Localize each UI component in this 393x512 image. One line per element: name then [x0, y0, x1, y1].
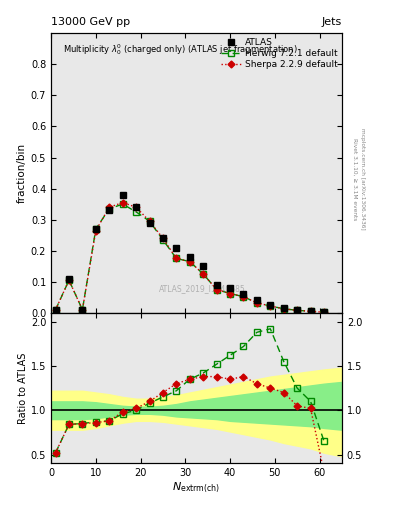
Sherpa 2.2.9 default — [53, 307, 58, 313]
Sherpa 2.2.9 default — [201, 271, 206, 277]
Sherpa 2.2.9 default — [228, 290, 232, 296]
Herwig 7.2.1 default — [281, 306, 286, 312]
Herwig 7.2.1 default — [107, 206, 112, 212]
Sherpa 2.2.9 default — [281, 306, 286, 312]
Text: 13000 GeV pp: 13000 GeV pp — [51, 16, 130, 27]
Sherpa 2.2.9 default — [295, 307, 299, 313]
ATLAS — [94, 226, 98, 232]
Herwig 7.2.1 default — [255, 300, 259, 306]
Herwig 7.2.1 default — [67, 277, 72, 283]
ATLAS — [214, 282, 219, 288]
Sherpa 2.2.9 default — [321, 309, 326, 315]
Herwig 7.2.1 default — [228, 290, 232, 296]
X-axis label: $N_\mathrm{extrm(ch)}$: $N_\mathrm{extrm(ch)}$ — [173, 481, 220, 496]
ATLAS — [161, 235, 165, 241]
ATLAS — [174, 245, 179, 251]
Herwig 7.2.1 default — [120, 201, 125, 207]
Sherpa 2.2.9 default — [134, 204, 138, 210]
Sherpa 2.2.9 default — [255, 300, 259, 306]
ATLAS — [187, 254, 192, 260]
Text: Rivet 3.1.10, ≥ 3.1M events: Rivet 3.1.10, ≥ 3.1M events — [352, 138, 357, 220]
Y-axis label: Ratio to ATLAS: Ratio to ATLAS — [18, 352, 28, 424]
Sherpa 2.2.9 default — [268, 303, 273, 309]
Line: Sherpa 2.2.9 default: Sherpa 2.2.9 default — [53, 200, 327, 315]
ATLAS — [281, 305, 286, 311]
ATLAS — [321, 309, 326, 315]
Herwig 7.2.1 default — [134, 209, 138, 215]
Legend: ATLAS, Herwig 7.2.1 default, Sherpa 2.2.9 default: ATLAS, Herwig 7.2.1 default, Sherpa 2.2.… — [219, 36, 339, 71]
Y-axis label: fraction/bin: fraction/bin — [17, 143, 27, 203]
Line: ATLAS: ATLAS — [52, 191, 327, 315]
Herwig 7.2.1 default — [268, 303, 273, 309]
Sherpa 2.2.9 default — [67, 277, 72, 283]
Herwig 7.2.1 default — [241, 293, 246, 300]
Sherpa 2.2.9 default — [308, 308, 313, 314]
Herwig 7.2.1 default — [187, 259, 192, 265]
ATLAS — [255, 297, 259, 304]
Sherpa 2.2.9 default — [107, 204, 112, 210]
Sherpa 2.2.9 default — [241, 293, 246, 300]
ATLAS — [134, 204, 138, 210]
Herwig 7.2.1 default — [201, 271, 206, 277]
ATLAS — [228, 285, 232, 291]
ATLAS — [308, 308, 313, 314]
ATLAS — [201, 263, 206, 269]
ATLAS — [80, 307, 85, 313]
Herwig 7.2.1 default — [80, 307, 85, 313]
ATLAS — [53, 307, 58, 313]
Sherpa 2.2.9 default — [94, 227, 98, 233]
Text: ATLAS_2019_I1740685: ATLAS_2019_I1740685 — [159, 284, 246, 293]
ATLAS — [268, 302, 273, 308]
ATLAS — [67, 275, 72, 282]
Herwig 7.2.1 default — [161, 237, 165, 243]
Text: Jets: Jets — [321, 16, 342, 27]
Herwig 7.2.1 default — [94, 226, 98, 232]
Sherpa 2.2.9 default — [80, 307, 85, 313]
Herwig 7.2.1 default — [308, 308, 313, 314]
Sherpa 2.2.9 default — [214, 287, 219, 293]
Sherpa 2.2.9 default — [174, 255, 179, 262]
Text: mcplots.cern.ch [arXiv:1306.3436]: mcplots.cern.ch [arXiv:1306.3436] — [360, 129, 365, 230]
Sherpa 2.2.9 default — [120, 200, 125, 206]
Sherpa 2.2.9 default — [187, 259, 192, 265]
ATLAS — [295, 307, 299, 313]
Herwig 7.2.1 default — [147, 218, 152, 224]
Herwig 7.2.1 default — [214, 287, 219, 293]
ATLAS — [107, 207, 112, 214]
Text: Multiplicity $\lambda_0^0$ (charged only) (ATLAS jet fragmentation): Multiplicity $\lambda_0^0$ (charged only… — [63, 41, 298, 56]
Sherpa 2.2.9 default — [147, 218, 152, 224]
ATLAS — [120, 191, 125, 198]
Sherpa 2.2.9 default — [161, 235, 165, 241]
ATLAS — [147, 220, 152, 226]
Herwig 7.2.1 default — [174, 255, 179, 262]
Herwig 7.2.1 default — [53, 307, 58, 313]
Herwig 7.2.1 default — [321, 309, 326, 315]
ATLAS — [241, 291, 246, 297]
Line: Herwig 7.2.1 default: Herwig 7.2.1 default — [53, 201, 327, 315]
Herwig 7.2.1 default — [295, 307, 299, 313]
